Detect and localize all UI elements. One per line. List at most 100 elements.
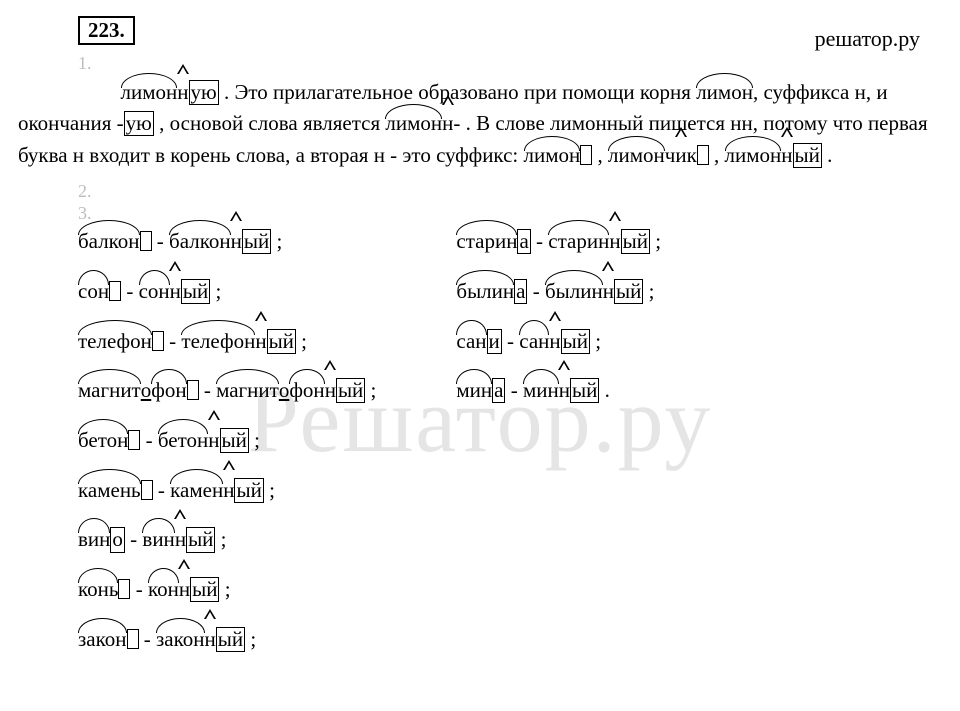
adj-word: конный [148, 572, 219, 608]
text: . [822, 143, 833, 167]
word-limon-zero: лимон [524, 140, 593, 172]
left-column: балкон - балконный ;сон - сонный ;телефо… [78, 224, 376, 657]
ending: ый [190, 577, 219, 602]
terminator: ; [271, 229, 282, 253]
terminator: . [599, 378, 610, 402]
suffix: н [609, 224, 620, 260]
dash: - [531, 229, 549, 253]
connecting-vowel: о [279, 378, 290, 402]
dash: - [199, 378, 217, 402]
ending-uyu: ую [124, 111, 154, 136]
suffix: н [442, 108, 453, 140]
zero-ending [141, 480, 153, 500]
ending: ый [234, 478, 263, 503]
adj-word: сонный [139, 274, 211, 310]
ending: ый [621, 229, 650, 254]
adj-word: минный [523, 373, 599, 409]
ending: ый [186, 527, 215, 552]
root: лимон [608, 140, 665, 172]
right-column: старина - старинный ;былина - былинный ;… [456, 224, 661, 657]
suffix: н [208, 423, 219, 459]
adj-word: былинный [545, 274, 643, 310]
dash: - [505, 378, 523, 402]
suffix: н [223, 473, 234, 509]
root: конь [78, 572, 118, 608]
root: былин [545, 274, 603, 310]
adj-word: санный [519, 324, 590, 360]
terminator: ; [215, 527, 226, 551]
dash: - [139, 627, 157, 651]
root: вин [78, 522, 110, 558]
adj-word: старинный [548, 224, 650, 260]
root: магнит [216, 373, 279, 409]
ending: а [492, 378, 505, 403]
explanation-paragraph: лимонную . Это прилагательное образовано… [18, 77, 942, 172]
noun-word: былина [456, 274, 527, 310]
word-limonnyy: лимонный [725, 140, 822, 172]
word-limonn: лимонн [385, 108, 453, 140]
word-pair: телефон - телефонный ; [78, 324, 376, 360]
root: телефон [78, 324, 152, 360]
word-pair: балкон - балконный ; [78, 224, 376, 260]
suffix: н [231, 224, 242, 260]
noun-word: мина [456, 373, 505, 409]
word-pair: былина - былинный ; [456, 274, 661, 310]
subtask-2-label: 2. [78, 181, 942, 203]
word-pair: конь - конный ; [78, 572, 376, 608]
root: сон [78, 274, 109, 310]
ending: и [487, 329, 502, 354]
noun-word: магнитофон [78, 373, 199, 409]
ending: ый [220, 428, 249, 453]
word-pair: вино - винный ; [78, 522, 376, 558]
terminator: ; [245, 627, 256, 651]
sep: , [592, 143, 608, 167]
terminator: ; [643, 279, 654, 303]
root: лимон [121, 77, 178, 109]
text: . Это прилагательное образовано при помо… [219, 80, 696, 104]
zero-ending [140, 231, 152, 251]
ending: ый [267, 329, 296, 354]
word-limonnuyu: лимонную [121, 77, 219, 109]
ending: ый [216, 627, 245, 652]
suffix: н [179, 572, 190, 608]
noun-word: телефон [78, 324, 164, 360]
root: лимон [385, 108, 442, 140]
terminator: ; [650, 229, 661, 253]
suffix: н [781, 140, 792, 172]
suffix: чик [665, 140, 697, 172]
root: закон [156, 622, 205, 658]
terminator: ; [219, 577, 230, 601]
noun-word: балкон [78, 224, 152, 260]
root: бетон [78, 423, 128, 459]
word-pair: сани - санный ; [456, 324, 661, 360]
ending: а [514, 279, 527, 304]
zero-ending [128, 430, 140, 450]
root: бетон [158, 423, 208, 459]
dash: - [121, 279, 139, 303]
dash: - [140, 428, 158, 452]
word-pair: старина - старинный ; [456, 224, 661, 260]
root: старин [548, 224, 609, 260]
text: , основой слова является [154, 111, 386, 135]
suffix: н [549, 324, 560, 360]
terminator: ; [264, 478, 275, 502]
noun-word: конь [78, 572, 130, 608]
dash: - [164, 329, 182, 353]
suffix: н [205, 622, 216, 658]
zero-ending [187, 380, 199, 400]
ending: ый [336, 378, 365, 403]
root: камен [170, 473, 223, 509]
root: былин [456, 274, 514, 310]
root: фон [151, 373, 186, 409]
root: мин [456, 373, 492, 409]
zero-ending [580, 145, 592, 165]
root: балкон [169, 224, 231, 260]
sep: , [709, 143, 725, 167]
subtask-1-label: 1. [78, 53, 942, 75]
suffix: н [175, 522, 186, 558]
dash: - [130, 577, 148, 601]
root: камень [78, 473, 141, 509]
zero-ending [152, 331, 164, 351]
adj-word: винный [142, 522, 215, 558]
terminator: ; [210, 279, 221, 303]
